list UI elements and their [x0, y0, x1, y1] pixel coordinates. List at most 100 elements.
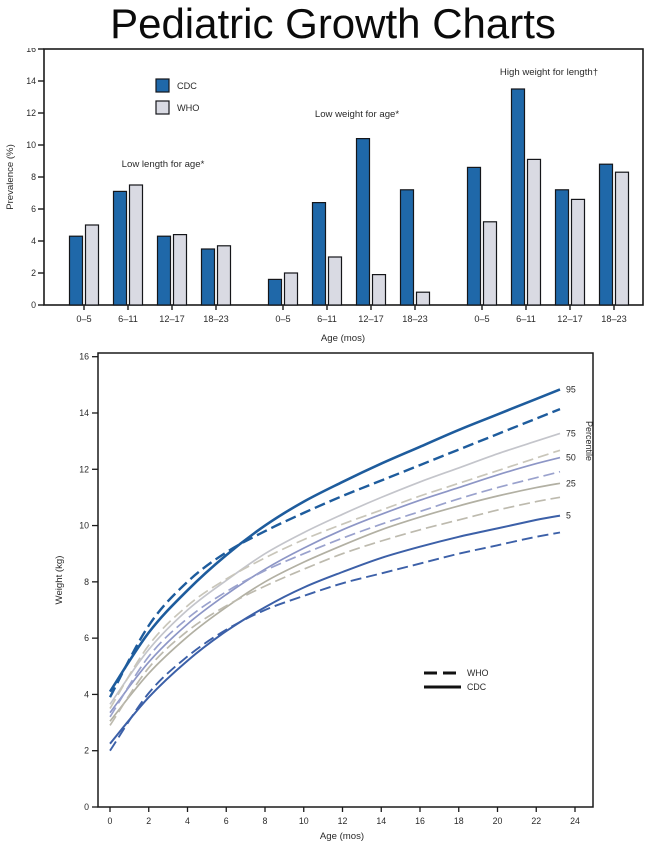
y-tick-label: 12: [26, 108, 36, 118]
x-tick-label: 18: [454, 816, 464, 826]
bar-who: [415, 291, 431, 306]
x-tick-label: 12–17: [358, 314, 384, 324]
legend-swatch-who: [155, 100, 170, 115]
bar-group-6–11: 6–11: [510, 88, 542, 324]
bar-cdc: [466, 166, 482, 306]
page-title: Pediatric Growth Charts: [110, 0, 556, 47]
x-tick-label: 0: [108, 816, 113, 826]
bar-cdc: [267, 278, 283, 306]
curve-cdc-p25: [109, 482, 561, 722]
legend-swatch-cdc: [155, 78, 170, 93]
bar-cdc: [200, 248, 216, 306]
x-tick-label: 0–5: [275, 314, 290, 324]
y-tick-label: 6: [31, 204, 36, 214]
percentile-label-95: 95: [566, 384, 576, 394]
y-tick-label: 8: [84, 577, 89, 587]
y-tick-label: 12: [79, 464, 89, 474]
x-tick-label: 2: [146, 816, 151, 826]
bar-legend: CDC WHO: [155, 78, 199, 115]
bar-chart-figure: 0 2 4 6 8 10 12 14 16 Prevalence (%) Low length fo…: [5, 48, 644, 344]
curve-who-p5: [109, 531, 561, 752]
legend-label-cdc: CDC: [177, 81, 197, 91]
x-tick-label: 20: [493, 816, 503, 826]
line-plot-frame: [97, 352, 594, 808]
bar-who: [216, 245, 232, 306]
x-tick-label: 6–11: [118, 314, 138, 324]
bar-group-12–17: 12–17: [156, 234, 188, 324]
curve-who-p25: [109, 496, 561, 726]
x-tick-label: 8: [263, 816, 268, 826]
y-tick-label: 0: [84, 802, 89, 812]
bar-cdc: [156, 235, 172, 306]
y-tick-label: 14: [79, 408, 89, 418]
bar-section-0: Low length for age* 0–5 6–11 12–17 18–23: [68, 159, 232, 324]
legend-label-who: WHO: [177, 103, 199, 113]
x-tick-label: 22: [531, 816, 541, 826]
bar-group-6–11: 6–11: [311, 202, 343, 324]
y-axis-title: Weight (kg): [54, 556, 65, 605]
right-axis-title: Percentile: [584, 421, 594, 461]
bar-group-0–5: 0–5: [68, 224, 100, 324]
x-tick-label: 0–5: [474, 314, 489, 324]
y-tick-label: 16: [26, 48, 36, 54]
bar-who: [614, 171, 630, 306]
bar-group-0–5: 0–5: [267, 272, 299, 324]
bar-who: [172, 234, 188, 306]
curve-who-p95: [108, 407, 561, 698]
x-tick-label: 6–11: [516, 314, 536, 324]
y-tick-label: 0: [31, 300, 36, 310]
bar-group-18–23: 18–23: [200, 245, 232, 324]
y-tick-label: 14: [26, 76, 36, 86]
x-tick-label: 18–23: [203, 314, 229, 324]
y-tick-label: 8: [31, 172, 36, 182]
line-legend: WHO CDC: [424, 668, 489, 692]
curve-cdc-p95: [108, 388, 561, 693]
bar-cdc: [510, 88, 526, 306]
x-tick-label: 18–23: [402, 314, 428, 324]
bar-who: [371, 274, 387, 306]
x-tick-label: 24: [570, 816, 580, 826]
section-annotation: Low weight for age*: [315, 109, 400, 120]
x-tick-label: 16: [415, 816, 425, 826]
legend-label-who: WHO: [467, 668, 489, 678]
legend-label-cdc: CDC: [467, 682, 487, 692]
bar-cdc: [355, 137, 371, 306]
curve-cdc-p50: [109, 456, 561, 714]
y-tick-label: 2: [84, 746, 89, 756]
percentile-label-75: 75: [566, 428, 576, 438]
section-annotation: High weight for length†: [500, 67, 598, 78]
curve-cdc-p75: [109, 432, 561, 705]
x-axis-title: Age (mos): [321, 333, 365, 344]
section-annotation: Low length for age*: [122, 159, 205, 170]
x-tick-label: 18–23: [601, 314, 627, 324]
y-tick-label: 4: [84, 689, 89, 699]
y-tick-label: 2: [31, 268, 36, 278]
x-tick-label: 4: [185, 816, 190, 826]
y-tick-label: 6: [84, 633, 89, 643]
x-tick-label: 14: [376, 816, 386, 826]
bar-who: [283, 272, 299, 306]
curve-who-p75: [109, 449, 561, 709]
x-tick-label: 10: [299, 816, 309, 826]
bar-who: [526, 158, 542, 306]
bar-cdc: [68, 235, 84, 306]
bar-group-0–5: 0–5: [466, 166, 498, 324]
x-axis-title: Age (mos): [320, 831, 364, 842]
bar-who: [128, 184, 144, 306]
bar-who: [327, 256, 343, 306]
x-tick-label: 12–17: [159, 314, 185, 324]
x-tick-label: 6: [224, 816, 229, 826]
bar-group-18–23: 18–23: [598, 163, 630, 324]
curve-cdc-p5: [109, 514, 561, 745]
bar-group-18–23: 18–23: [399, 189, 431, 324]
bar-group-12–17: 12–17: [355, 137, 387, 324]
bar-cdc: [399, 189, 415, 306]
bar-section-2: High weight for length† 0–5 6–11 12–17 18–23: [466, 67, 630, 324]
bar-group-12–17: 12–17: [554, 189, 586, 324]
curve-who-p50: [109, 470, 561, 718]
bar-who: [482, 221, 498, 306]
percentile-label-5: 5: [566, 511, 571, 521]
x-tick-label: 6–11: [317, 314, 337, 324]
